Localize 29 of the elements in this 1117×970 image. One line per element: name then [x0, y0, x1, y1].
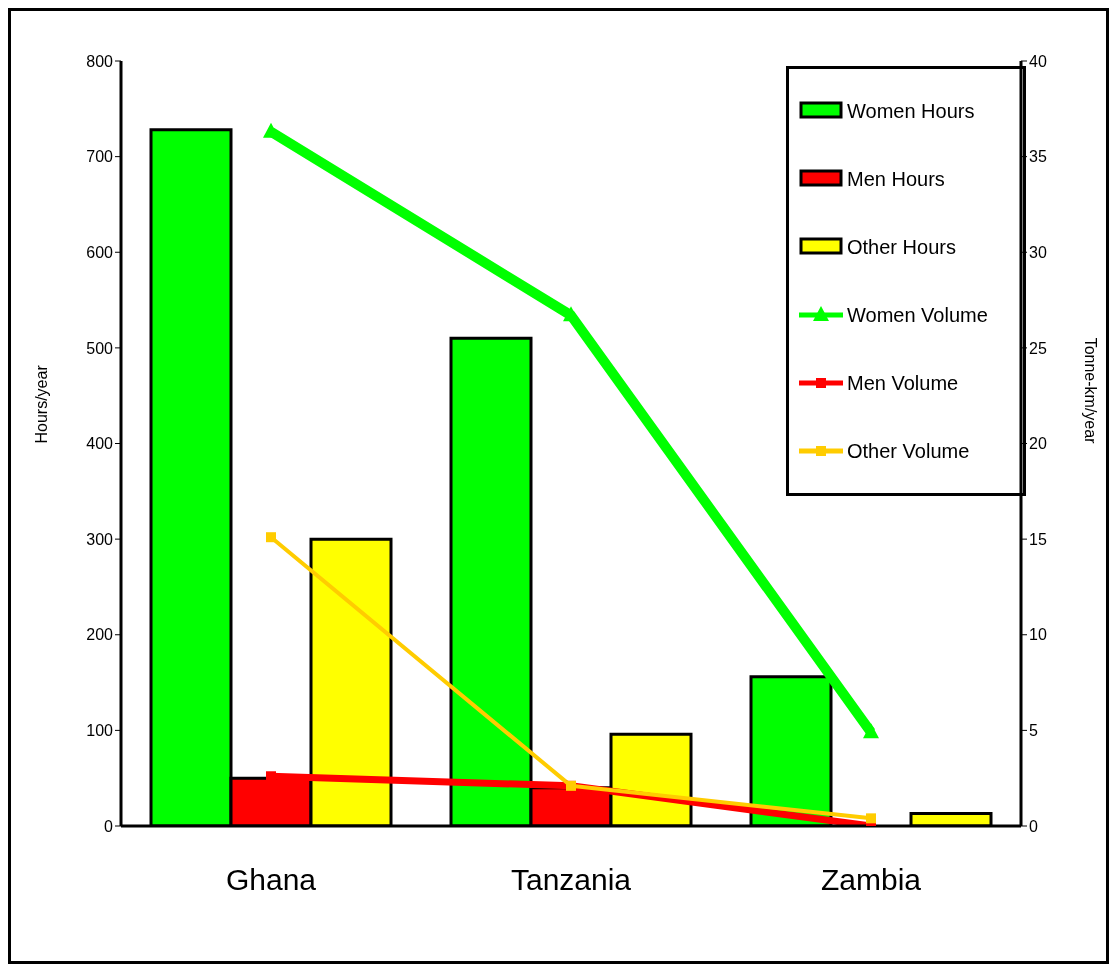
legend-label: Women Volume	[847, 303, 988, 327]
legend-label: Other Volume	[847, 439, 970, 463]
y2-axis-title: Tonne-km/year	[1082, 337, 1100, 445]
y-tick-label: 500	[86, 339, 114, 357]
y-axis-title: Hours/year	[32, 364, 50, 444]
y2-tick-label: 35	[1029, 148, 1047, 166]
y-tick-label: 600	[86, 243, 114, 261]
y2-tick-label: 30	[1029, 243, 1047, 261]
y2-tick-label: 10	[1029, 626, 1047, 644]
y2-tick-label: 0	[1029, 817, 1038, 835]
y-tick-label: 800	[86, 52, 114, 70]
x-tick-label: Tanzania	[510, 863, 632, 897]
y-tick-label: 0	[104, 817, 114, 835]
legend-label: Other Hours	[847, 235, 956, 259]
y2-tick-label: 15	[1029, 530, 1047, 548]
y2-tick-label: 40	[1029, 52, 1047, 70]
x-tick-label: Ghana	[225, 863, 317, 897]
y2-tick-label: 20	[1029, 435, 1047, 453]
y-tick-label: 200	[86, 626, 114, 644]
y-tick-label: 100	[86, 722, 114, 740]
legend-label: Men Hours	[847, 167, 945, 191]
y-tick-label: 700	[86, 148, 114, 166]
x-tick-label: Zambia	[820, 863, 922, 897]
y2-tick-label: 25	[1029, 339, 1047, 357]
legend-label: Men Volume	[847, 371, 959, 395]
y-tick-label: 300	[86, 530, 114, 548]
y-tick-label: 400	[86, 435, 114, 453]
y2-tick-label: 5	[1029, 722, 1038, 740]
legend-label: Women Hours	[847, 99, 975, 123]
